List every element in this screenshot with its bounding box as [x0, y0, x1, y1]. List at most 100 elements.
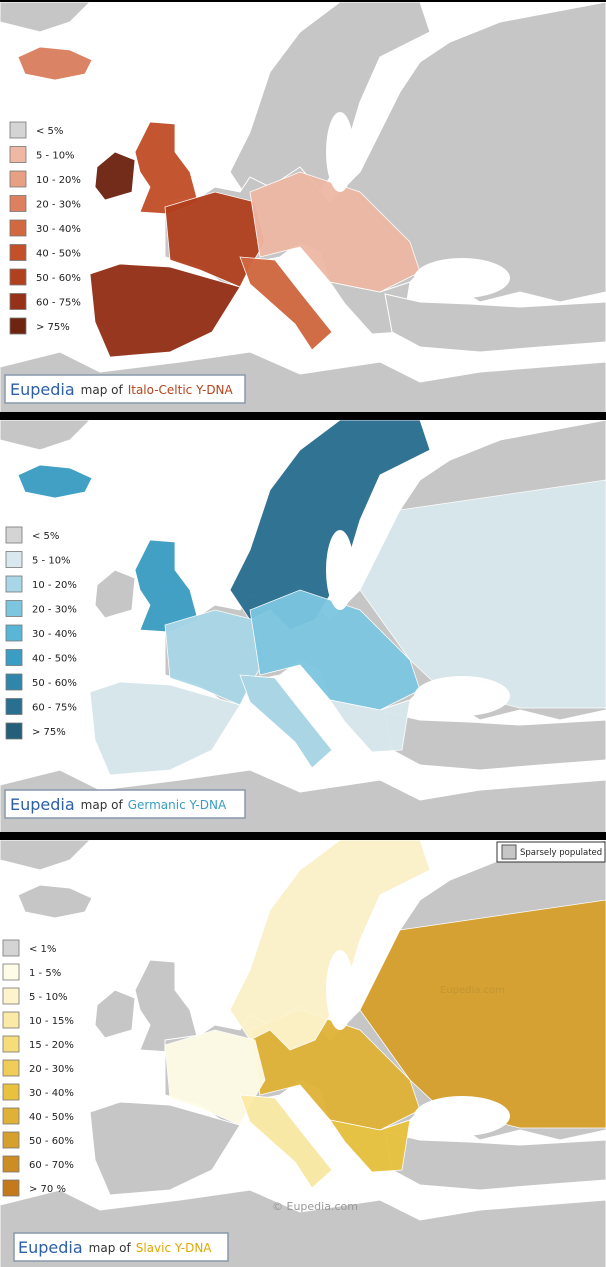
map-title: Eupedia map of Germanic Y-DNA: [10, 795, 227, 814]
legend-swatch: [9, 146, 27, 163]
legend-swatch: [2, 963, 20, 981]
region-shading: [239, 1094, 333, 1189]
legend-label: < 5%: [32, 531, 59, 542]
legend-label: > 70 %: [29, 1184, 66, 1195]
legend-swatch: [9, 244, 27, 261]
legend-label: 10 - 20%: [36, 175, 81, 186]
title-connector: map of: [89, 1241, 132, 1255]
legend-swatch: [2, 1179, 20, 1197]
watermark: Eupedia.com: [440, 985, 505, 996]
legend-label: 10 - 15%: [29, 1016, 74, 1027]
legend-label: 40 - 50%: [32, 654, 77, 665]
legend-swatch: [5, 600, 23, 617]
land: [89, 1101, 241, 1196]
legend-swatch: [2, 1011, 20, 1029]
region-shading: [249, 589, 421, 711]
legend-swatch: [5, 673, 23, 691]
legend-swatch: [2, 1083, 20, 1101]
legend-swatch: [5, 575, 23, 593]
legend-label: 40 - 50%: [36, 249, 81, 260]
title-subject: Slavic Y-DNA: [136, 1241, 213, 1255]
region-shading: [249, 171, 421, 293]
legend-swatch: [9, 219, 27, 237]
sea: [326, 530, 354, 610]
legend-swatch: [9, 195, 27, 212]
map-title: Eupedia map of Italo-Celtic Y-DNA: [10, 380, 234, 399]
legend-swatch: [5, 551, 23, 568]
region-shading: [359, 899, 606, 1129]
legend-swatch: [501, 844, 517, 860]
map-panel: < 5% 5 - 10% 10 - 20% 20 - 30% 30 - 40% 40 - …: [0, 420, 606, 832]
legend-swatch: [9, 121, 27, 139]
region-shading: [229, 840, 431, 1051]
legend-label: 20 - 30%: [36, 200, 81, 211]
legend-label: 20 - 30%: [29, 1064, 74, 1075]
region-shading: [239, 674, 333, 769]
legend-label: 10 - 20%: [32, 580, 77, 591]
legend-label: 5 - 10%: [32, 556, 71, 567]
map-title: Eupedia map of Slavic Y-DNA: [18, 1238, 212, 1257]
legend-swatch: [5, 722, 23, 740]
region-shading: [89, 681, 241, 776]
region-shading: [17, 464, 93, 499]
land: [384, 293, 606, 353]
legend-swatch: [2, 1059, 20, 1077]
legend-label: 20 - 30%: [32, 605, 77, 616]
note-box: [496, 841, 606, 863]
region-shading: [17, 46, 93, 81]
title-subject: Germanic Y-DNA: [128, 798, 227, 812]
legend-label: 5 - 10%: [29, 992, 68, 1003]
legend-label: 50 - 60%: [29, 1136, 74, 1147]
region-shading: [89, 263, 241, 358]
brand: Eupedia: [10, 795, 75, 814]
region-shading: [359, 479, 606, 709]
map-panel: < 5% 5 - 10% 10 - 20% 20 - 30% 30 - 40% 40 - …: [0, 2, 606, 412]
land: [384, 1131, 606, 1191]
land: [94, 569, 136, 619]
legend-label: < 1%: [29, 944, 56, 955]
map-panel: < 1% 1 - 5% 5 - 10% 10 - 15% 15 - 20% 20 - 30…: [0, 840, 606, 1267]
title-box: [4, 374, 246, 404]
legend-label: 60 - 70%: [29, 1160, 74, 1171]
sea: [414, 258, 510, 298]
sea: [326, 112, 354, 192]
legend-swatch: [5, 624, 23, 642]
legend-swatch: [2, 1155, 20, 1173]
legend-label: 60 - 75%: [32, 703, 77, 714]
land: [384, 711, 606, 771]
sea: [414, 1096, 510, 1136]
legend-label: 50 - 60%: [36, 273, 81, 284]
land: [0, 2, 91, 33]
legend-label: 50 - 60%: [32, 678, 77, 689]
legend-label: 30 - 40%: [36, 224, 81, 235]
legend-swatch: [9, 268, 27, 286]
title-connector: map of: [81, 798, 124, 812]
legend-swatch: [5, 526, 23, 544]
copyright: © Eupedia.com: [272, 1200, 358, 1213]
title-subject: Italo-Celtic Y-DNA: [128, 383, 234, 397]
legend-label: > 75%: [36, 322, 70, 333]
region-shading: [94, 151, 136, 201]
sea: [326, 950, 354, 1030]
legend-label: > 75%: [32, 727, 66, 738]
note-label: Sparsely populated: [520, 848, 602, 858]
legend-swatch: [9, 170, 27, 188]
land: [0, 420, 91, 451]
legend-swatch: [2, 1131, 20, 1149]
legend-label: 40 - 50%: [29, 1112, 74, 1123]
region-shading: [329, 699, 411, 753]
title-connector: map of: [81, 383, 124, 397]
legend-swatch: [2, 1035, 20, 1053]
legend-label: 30 - 40%: [32, 629, 77, 640]
legend-swatch: [2, 1107, 20, 1125]
sea: [414, 676, 510, 716]
legend-label: 1 - 5%: [29, 968, 61, 979]
region-shading: [329, 1119, 411, 1173]
brand: Eupedia: [10, 380, 75, 399]
legend-swatch: [9, 317, 27, 335]
legend-swatch: [5, 649, 23, 666]
legend-label: < 5%: [36, 126, 63, 137]
legend-label: 15 - 20%: [29, 1040, 74, 1051]
land: [0, 840, 91, 871]
